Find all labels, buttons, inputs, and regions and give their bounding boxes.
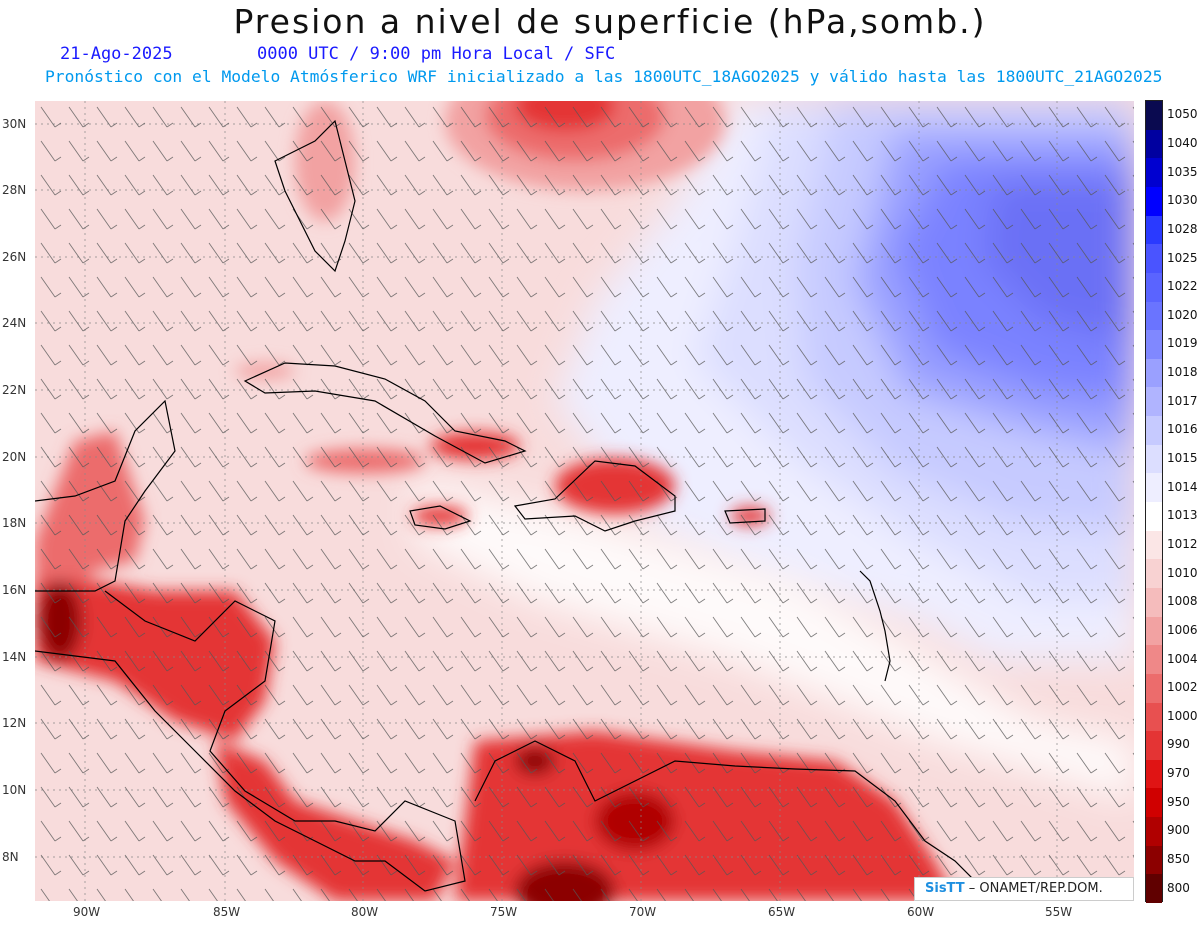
lon-label: 75W [490, 905, 518, 919]
colorbar-segment [1146, 759, 1162, 789]
colorbar-label: 1019 [1167, 336, 1198, 351]
sistt-logo: SisTT [925, 881, 965, 896]
colorbar-label: 1004 [1167, 651, 1198, 666]
colorbar-label: 1028 [1167, 221, 1198, 236]
lon-label: 80W [351, 905, 379, 919]
lon-label: 70W [629, 905, 657, 919]
lat-label: 22N [2, 383, 27, 397]
colorbar-segment [1146, 559, 1162, 589]
colorbar-segment [1146, 845, 1162, 875]
forecast-note: Pronóstico con el Modelo Atmósferico WRF… [45, 67, 1163, 86]
colorbar-label: 850 [1167, 852, 1190, 867]
colorbar-label: 1050 [1167, 107, 1198, 122]
lat-label: 14N [2, 650, 27, 664]
colorbar-segment [1146, 129, 1162, 159]
colorbar-segment [1146, 530, 1162, 560]
colorbar-label: 1006 [1167, 622, 1198, 637]
colorbar-segment [1146, 444, 1162, 474]
lat-label: 10N [2, 783, 27, 797]
colorbar-segment [1146, 158, 1162, 188]
colorbar-label: 900 [1167, 823, 1190, 838]
pressure-map [35, 101, 1134, 901]
colorbar-label: 1002 [1167, 680, 1198, 695]
colorbar-segment [1146, 186, 1162, 217]
colorbar-segment [1146, 416, 1162, 446]
colorbar-label: 800 [1167, 880, 1190, 895]
lat-label: 8N [2, 850, 19, 864]
colorbar-label: 1014 [1167, 479, 1198, 494]
colorbar-segment [1146, 502, 1162, 532]
colorbar-label: 970 [1167, 766, 1190, 781]
lat-label: 18N [2, 516, 27, 530]
lat-label: 16N [2, 583, 27, 597]
lon-label: 55W [1045, 905, 1073, 919]
lon-label: 85W [213, 905, 241, 919]
lat-label: 28N [2, 183, 27, 197]
lat-label: 24N [2, 316, 27, 330]
colorbar-label: 1025 [1167, 250, 1198, 265]
colorbar-segment [1146, 788, 1162, 818]
forecast-date: 21-Ago-2025 [60, 44, 173, 64]
colorbar-segment [1146, 673, 1162, 703]
map-title: Presion a nivel de superficie (hPa,somb.… [233, 2, 987, 41]
colorbar-segment [1146, 301, 1162, 331]
valid-time: 0000 UTC / 9:00 pm Hora Local / SFC [257, 44, 616, 64]
colorbar-label: 1015 [1167, 451, 1198, 466]
colorbar-segment [1146, 244, 1162, 274]
colorbar-label: 1016 [1167, 422, 1198, 437]
colorbar-segment [1146, 731, 1162, 761]
lat-label: 26N [2, 250, 27, 264]
colorbar-segment [1146, 645, 1162, 675]
colorbar-label: 950 [1167, 794, 1190, 809]
lon-label: 65W [768, 905, 796, 919]
credit-box: SisTT – ONAMET/REP.DOM. [914, 877, 1134, 901]
pressure-colorbar [1145, 100, 1163, 904]
lat-label: 20N [2, 450, 27, 464]
wind-barbs [35, 101, 1134, 901]
colorbar-label: 1013 [1167, 508, 1198, 523]
colorbar-label: 1020 [1167, 307, 1198, 322]
colorbar-segment [1146, 101, 1162, 131]
colorbar-label: 1022 [1167, 279, 1198, 294]
colorbar-label: 990 [1167, 737, 1190, 752]
lon-label: 90W [73, 905, 101, 919]
colorbar-label: 1018 [1167, 365, 1198, 380]
colorbar-label: 1017 [1167, 393, 1198, 408]
colorbar-segment [1146, 272, 1162, 302]
colorbar-segment [1146, 817, 1162, 847]
colorbar-segment [1146, 215, 1162, 245]
colorbar-segment [1146, 330, 1162, 360]
lat-label: 12N [2, 716, 27, 730]
coastlines [35, 119, 996, 901]
colorbar-label: 1040 [1167, 135, 1198, 150]
colorbar-segment [1146, 702, 1162, 732]
lon-label: 60W [907, 905, 935, 919]
colorbar-label: 1035 [1167, 164, 1198, 179]
lat-label: 30N [2, 117, 27, 131]
colorbar-label: 1012 [1167, 536, 1198, 551]
colorbar-label: 1030 [1167, 193, 1198, 208]
colorbar-segment [1146, 616, 1162, 646]
colorbar-label: 1008 [1167, 594, 1198, 609]
colorbar-segment [1146, 874, 1162, 904]
colorbar-label: 1010 [1167, 565, 1198, 580]
credit-text: – ONAMET/REP.DOM. [964, 881, 1103, 896]
colorbar-segment [1146, 387, 1162, 417]
colorbar-segment [1146, 587, 1162, 618]
colorbar-label: 1000 [1167, 708, 1198, 723]
colorbar-segment [1146, 358, 1162, 388]
colorbar-segment [1146, 473, 1162, 503]
